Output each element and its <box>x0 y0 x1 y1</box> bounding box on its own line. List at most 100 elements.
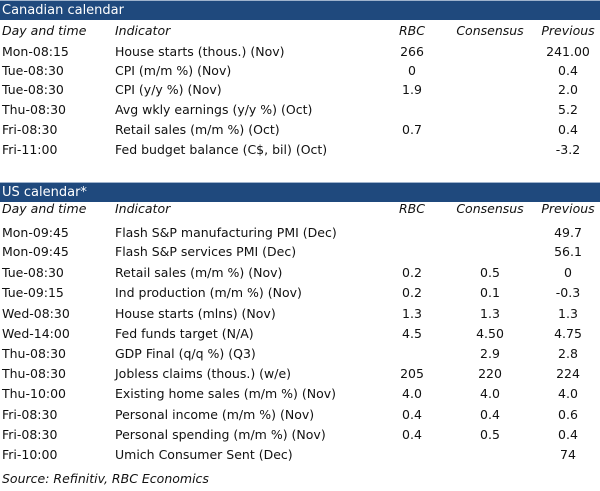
cell-consensus: 0.5 <box>480 265 500 280</box>
cell-previous: 5.2 <box>558 102 578 117</box>
header-previous: Previous <box>541 201 595 216</box>
table-row: Thu-08:30 GDP Final (q/q %) (Q3) 2.9 2.8 <box>0 344 600 364</box>
header-indicator: Indicator <box>115 23 171 38</box>
cell-previous: -0.3 <box>555 285 581 300</box>
table-row: Tue-08:30 Retail sales (m/m %) (Nov) 0.2 0.… <box>0 263 600 283</box>
cell-day-time: Tue-08:30 <box>2 265 64 280</box>
cell-day-time: Fri-10:00 <box>2 447 58 462</box>
cell-consensus: 220 <box>478 366 502 381</box>
cell-day-time: Thu-08:30 <box>2 102 67 117</box>
table-row: Thu-08:30 Avg wkly earnings (y/y %) (Oct)… <box>0 100 600 120</box>
cell-previous: 0.4 <box>558 122 578 137</box>
table-row: Fri-10:00 Umich Consumer Sent (Dec) 74 <box>0 445 600 465</box>
cell-day-time: Thu-08:30 <box>2 346 67 361</box>
table-row: Mon-08:15 House starts (thous.) (Nov) 266 2… <box>0 42 600 62</box>
header-day-time: Day and time <box>2 23 87 38</box>
cell-previous: -3.2 <box>555 142 581 157</box>
cell-day-time: Tue-08:30 <box>2 63 64 78</box>
cell-rbc: 0 <box>408 63 416 78</box>
cell-rbc: 205 <box>400 366 424 381</box>
cell-indicator: Fed funds target (N/A) <box>115 326 254 341</box>
cell-indicator: Personal spending (m/m %) (Nov) <box>115 427 326 442</box>
cell-previous: 2.0 <box>558 82 578 97</box>
cell-consensus: 1.3 <box>480 306 500 321</box>
cell-day-time: Mon-08:15 <box>2 44 69 59</box>
header-consensus: Consensus <box>456 23 524 38</box>
table-row: Fri-11:00 Fed budget balance (C$, bil) (O… <box>0 140 600 160</box>
cell-day-time: Fri-08:30 <box>2 427 58 442</box>
cell-rbc: 1.9 <box>402 82 422 97</box>
cell-day-time: Wed-14:00 <box>2 326 70 341</box>
cell-indicator: Retail sales (m/m %) (Oct) <box>115 122 280 137</box>
source-note: Source: Refinitiv, RBC Economics <box>2 471 209 486</box>
cell-previous: 241.00 <box>546 44 590 59</box>
cell-rbc: 266 <box>400 44 424 59</box>
cell-indicator: CPI (m/m %) (Nov) <box>115 63 232 78</box>
cell-consensus: 0.4 <box>480 407 500 422</box>
cell-day-time: Tue-09:15 <box>2 285 64 300</box>
table-row: Fri-08:30 Retail sales (m/m %) (Oct) 0.7 0.… <box>0 120 600 140</box>
cell-indicator: Flash S&P manufacturing PMI (Dec) <box>115 225 337 240</box>
cell-day-time: Wed-08:30 <box>2 306 70 321</box>
header-day-time: Day and time <box>2 201 87 216</box>
table-row: Tue-08:30 CPI (m/m %) (Nov) 0 0.4 <box>0 61 600 81</box>
cell-previous: 0.6 <box>558 407 578 422</box>
canadian-calendar-title: Canadian calendar <box>0 0 600 20</box>
cell-previous: 0.4 <box>558 63 578 78</box>
cell-previous: 2.8 <box>558 346 578 361</box>
cell-indicator: Ind production (m/m %) (Nov) <box>115 285 302 300</box>
cell-previous: 74 <box>560 447 576 462</box>
us-calendar-title: US calendar* <box>0 182 600 202</box>
cell-day-time: Fri-11:00 <box>2 142 58 157</box>
header-previous: Previous <box>541 23 595 38</box>
cell-previous: 224 <box>556 366 580 381</box>
header-rbc: RBC <box>399 23 425 38</box>
cell-previous: 0.4 <box>558 427 578 442</box>
cell-rbc: 1.3 <box>402 306 422 321</box>
cell-indicator: House starts (thous.) (Nov) <box>115 44 285 59</box>
table-row: Fri-08:30 Personal income (m/m %) (Nov) 0.… <box>0 405 600 425</box>
cell-day-time: Tue-08:30 <box>2 82 64 97</box>
table-row: Mon-09:45 Flash S&P services PMI (Dec) 56.… <box>0 242 600 262</box>
cell-day-time: Mon-09:45 <box>2 244 69 259</box>
cell-indicator: Flash S&P services PMI (Dec) <box>115 244 297 259</box>
cell-consensus: 0.5 <box>480 427 500 442</box>
cell-day-time: Thu-10:00 <box>2 386 67 401</box>
table-row: Thu-08:30 Jobless claims (thous.) (w/e) 20… <box>0 364 600 384</box>
table-row: Mon-09:45 Flash S&P manufacturing PMI (De… <box>0 223 600 243</box>
cell-indicator: Fed budget balance (C$, bil) (Oct) <box>115 142 328 157</box>
cell-rbc: 0.4 <box>402 407 422 422</box>
cell-previous: 4.75 <box>554 326 582 341</box>
cell-indicator: Umich Consumer Sent (Dec) <box>115 447 293 462</box>
header-indicator: Indicator <box>115 201 171 216</box>
cell-rbc: 0.7 <box>402 122 422 137</box>
cell-rbc: 0.4 <box>402 427 422 442</box>
cell-consensus: 4.50 <box>476 326 504 341</box>
column-header-row: Day and time Indicator RBC Consensus Previou… <box>0 21 600 41</box>
cell-previous: 56.1 <box>554 244 582 259</box>
table-row: Fri-08:30 Personal spending (m/m %) (Nov)… <box>0 425 600 445</box>
cell-day-time: Fri-08:30 <box>2 122 58 137</box>
cell-consensus: 0.1 <box>480 285 500 300</box>
table-row: Thu-10:00 Existing home sales (m/m %) (No… <box>0 384 600 404</box>
cell-consensus: 4.0 <box>480 386 500 401</box>
cell-consensus: 2.9 <box>480 346 500 361</box>
cell-previous: 0 <box>564 265 572 280</box>
cell-day-time: Mon-09:45 <box>2 225 69 240</box>
table-row: Wed-08:30 House starts (mlns) (Nov) 1.3 1.3… <box>0 304 600 324</box>
cell-indicator: Avg wkly earnings (y/y %) (Oct) <box>115 102 313 117</box>
cell-rbc: 4.5 <box>402 326 422 341</box>
cell-rbc: 0.2 <box>402 285 422 300</box>
header-consensus: Consensus <box>456 201 524 216</box>
cell-indicator: House starts (mlns) (Nov) <box>115 306 276 321</box>
table-row: Tue-09:15 Ind production (m/m %) (Nov) 0.2… <box>0 283 600 303</box>
cell-previous: 4.0 <box>558 386 578 401</box>
cell-indicator: Personal income (m/m %) (Nov) <box>115 407 315 422</box>
header-rbc: RBC <box>399 201 425 216</box>
column-header-row: Day and time Indicator RBC Consensus Previou… <box>0 199 600 219</box>
cell-previous: 1.3 <box>558 306 578 321</box>
cell-day-time: Thu-08:30 <box>2 366 67 381</box>
cell-indicator: Jobless claims (thous.) (w/e) <box>115 366 292 381</box>
cell-indicator: Existing home sales (m/m %) (Nov) <box>115 386 337 401</box>
cell-day-time: Fri-08:30 <box>2 407 58 422</box>
